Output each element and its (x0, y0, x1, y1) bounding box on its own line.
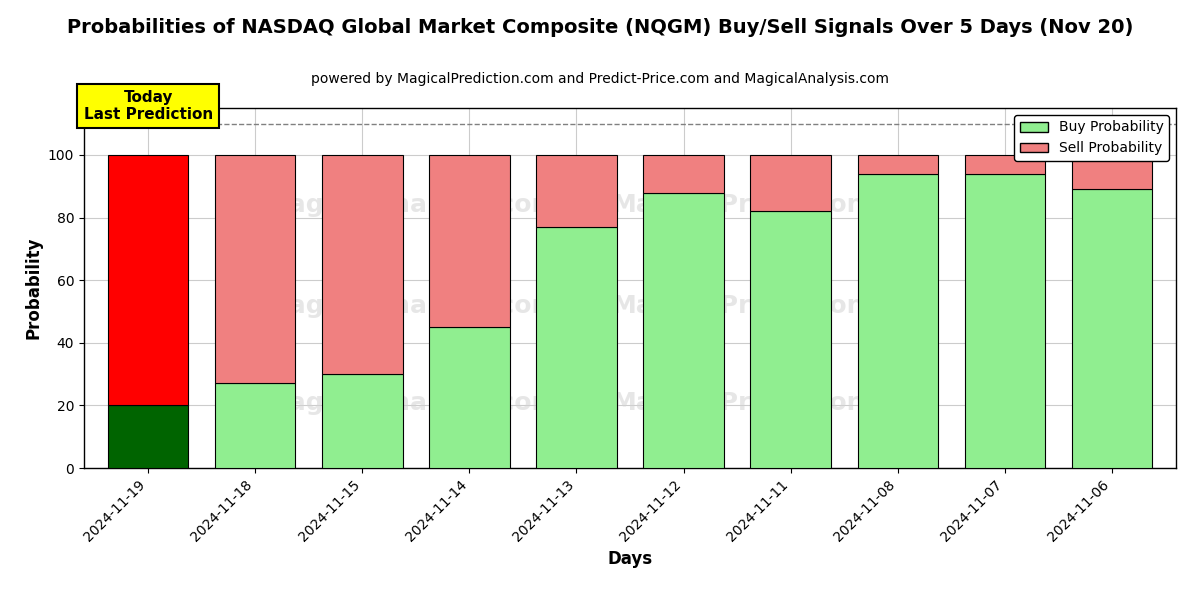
Bar (965, 155, 1045, 174)
X-axis label: Days: Days (607, 550, 653, 568)
Legend: Buy Probability, Sell Probability: Buy Probability, Sell Probability (1014, 115, 1169, 161)
Bar (965, 174, 1045, 468)
Bar (858, 174, 937, 468)
Bar (643, 155, 724, 193)
Bar (750, 211, 830, 468)
Bar (108, 155, 188, 406)
Text: Probabilities of NASDAQ Global Market Composite (NQGM) Buy/Sell Signals Over 5 D: Probabilities of NASDAQ Global Market Co… (67, 18, 1133, 37)
Bar (536, 227, 617, 468)
Y-axis label: Probability: Probability (24, 237, 42, 339)
Bar (536, 155, 617, 227)
Bar (750, 155, 830, 211)
Bar (430, 155, 510, 327)
Bar (108, 406, 188, 468)
Bar (1072, 155, 1152, 190)
Bar (323, 155, 402, 374)
Bar (215, 155, 295, 383)
Bar (1072, 190, 1152, 468)
Text: MagicalAnalysis.com: MagicalAnalysis.com (265, 294, 558, 318)
Text: MagicalAnalysis.com: MagicalAnalysis.com (265, 193, 558, 217)
Text: MagicalPrediction.com: MagicalPrediction.com (611, 294, 932, 318)
Text: powered by MagicalPrediction.com and Predict-Price.com and MagicalAnalysis.com: powered by MagicalPrediction.com and Pre… (311, 72, 889, 86)
Text: MagicalAnalysis.com: MagicalAnalysis.com (265, 391, 558, 415)
Bar (430, 327, 510, 468)
Text: MagicalPrediction.com: MagicalPrediction.com (611, 391, 932, 415)
Text: MagicalPrediction.com: MagicalPrediction.com (611, 193, 932, 217)
Bar (643, 193, 724, 468)
Bar (858, 155, 937, 174)
Text: Today
Last Prediction: Today Last Prediction (84, 89, 212, 122)
Bar (323, 374, 402, 468)
Bar (215, 383, 295, 468)
